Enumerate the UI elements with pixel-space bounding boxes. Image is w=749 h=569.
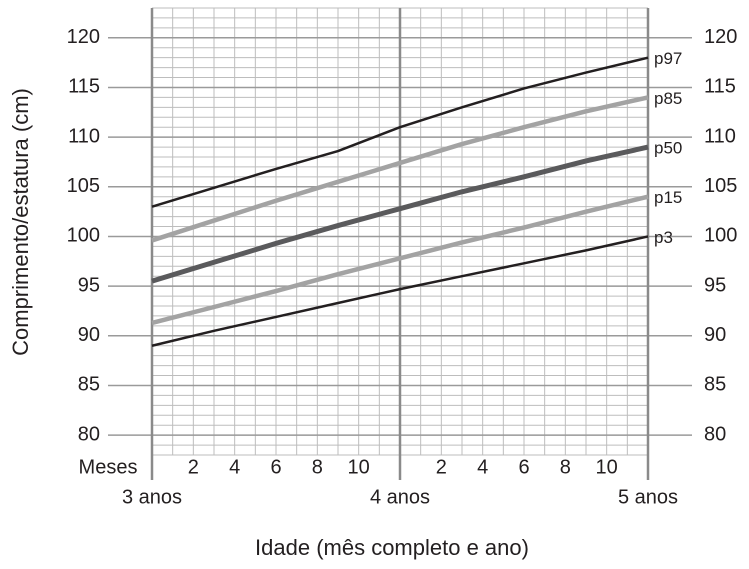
year-label: 5 anos: [618, 486, 678, 508]
x-axis-label: Idade (mês completo e ano): [255, 535, 529, 560]
percentile-line: [151, 194, 649, 326]
y-tick-label-right: 90: [704, 324, 726, 346]
x-tick-label: 6: [270, 456, 281, 478]
percentile-line: [151, 235, 649, 347]
x-tick-label: 2: [188, 456, 199, 478]
line-label: p97: [654, 49, 682, 68]
x-tick-label: 10: [596, 456, 618, 478]
y-tick-label: 110: [68, 125, 100, 147]
y-tick-label-right: 120: [704, 26, 737, 48]
month-row-label: Meses: [79, 456, 138, 478]
y-tick-label: 80: [78, 423, 100, 445]
y-tick-label: 115: [68, 76, 100, 98]
y-tick-label: 90: [78, 324, 100, 346]
line-label: p15: [654, 188, 682, 207]
percentile-line: [151, 144, 649, 284]
y-tick-label-right: 100: [704, 225, 737, 247]
year-label: 3 anos: [122, 486, 182, 508]
percentile-line: [151, 56, 649, 208]
x-tick-label: 2: [436, 456, 447, 478]
x-tick-label: 8: [312, 456, 323, 478]
line-label: p85: [654, 89, 682, 108]
y-tick-label: 95: [78, 274, 100, 296]
y-tick-label: 100: [67, 225, 100, 247]
x-tick-label: 4: [477, 456, 488, 478]
x-tick-label: 10: [348, 456, 370, 478]
year-label: 4 anos: [370, 486, 430, 508]
y-tick-label-right: 115: [704, 76, 736, 98]
line-label: p50: [654, 139, 682, 158]
y-tick-label-right: 95: [704, 274, 726, 296]
y-tick-label-right: 80: [704, 423, 726, 445]
y-tick-label-right: 85: [704, 374, 726, 396]
line-label: p3: [654, 228, 673, 247]
y-axis-label: Comprimento/estatura (cm): [8, 88, 33, 356]
x-tick-label: 6: [518, 456, 529, 478]
x-tick-label: 8: [560, 456, 571, 478]
y-tick-label-right: 105: [704, 175, 737, 197]
x-tick-label: 4: [229, 456, 240, 478]
y-tick-label: 120: [67, 26, 100, 48]
percentile-line: [151, 95, 649, 243]
y-tick-label-right: 110: [704, 125, 736, 147]
y-tick-label: 105: [67, 175, 100, 197]
y-tick-label: 85: [78, 374, 100, 396]
